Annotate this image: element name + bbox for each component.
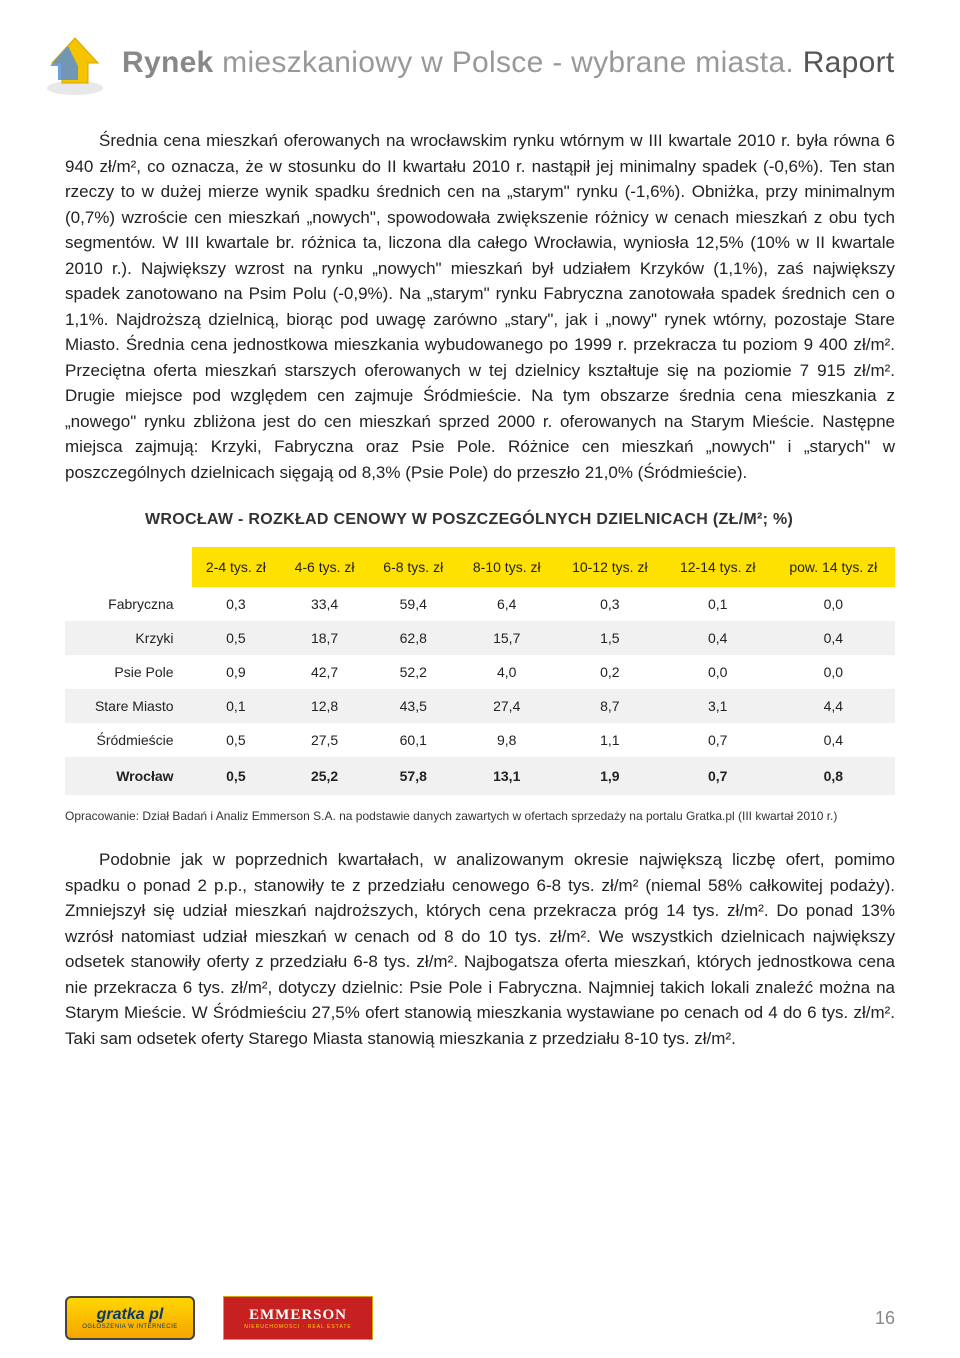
row-label: Psie Pole (65, 655, 192, 689)
row-cell: 0,0 (664, 655, 772, 689)
table-title: WROCŁAW - ROZKŁAD CENOWY W POSZCZEGÓLNYC… (145, 511, 895, 529)
row-cell: 1,1 (556, 723, 664, 757)
row-cell: 0,4 (772, 621, 895, 655)
row-cell: 1,5 (556, 621, 664, 655)
row-cell: 3,1 (664, 689, 772, 723)
total-cell: 1,9 (556, 757, 664, 795)
row-cell: 0,2 (556, 655, 664, 689)
total-label: Wrocław (65, 757, 192, 795)
table-row: Stare Miasto0,112,843,527,48,73,14,4 (65, 689, 895, 723)
row-label: Stare Miasto (65, 689, 192, 723)
row-cell: 0,0 (772, 655, 895, 689)
row-cell: 0,4 (772, 723, 895, 757)
row-cell: 4,0 (458, 655, 556, 689)
price-distribution-table: 2-4 tys. zł 4-6 tys. zł 6-8 tys. zł 8-10… (65, 547, 895, 795)
report-logo-icon (40, 28, 110, 98)
table-col-6: 12-14 tys. zł (664, 547, 772, 587)
row-cell: 60,1 (369, 723, 458, 757)
emmerson-tagline: NIERUCHOMOŚCI · REAL ESTATE (244, 1324, 351, 1330)
paragraph-1: Średnia cena mieszkań oferowanych na wro… (65, 128, 895, 485)
row-cell: 0,9 (192, 655, 281, 689)
row-cell: 6,4 (458, 587, 556, 621)
table-total-row: Wrocław 0,5 25,2 57,8 13,1 1,9 0,7 0,8 (65, 757, 895, 795)
page-content: Średnia cena mieszkań oferowanych na wro… (0, 98, 960, 1051)
row-label: Fabryczna (65, 587, 192, 621)
row-cell: 0,1 (192, 689, 281, 723)
emmerson-logo: EMMERSON NIERUCHOMOŚCI · REAL ESTATE (223, 1296, 373, 1340)
table-header-row: 2-4 tys. zł 4-6 tys. zł 6-8 tys. zł 8-10… (65, 547, 895, 587)
row-cell: 0,4 (664, 621, 772, 655)
total-cell: 0,7 (664, 757, 772, 795)
total-cell: 25,2 (280, 757, 369, 795)
table-col-0 (65, 547, 192, 587)
row-cell: 27,5 (280, 723, 369, 757)
page-header: Rynek mieszkaniowy w Polsce - wybrane mi… (0, 0, 960, 98)
total-cell: 0,5 (192, 757, 281, 795)
row-cell: 42,7 (280, 655, 369, 689)
table-caption: Opracowanie: Dział Badań i Analiz Emmers… (65, 809, 895, 823)
row-cell: 12,8 (280, 689, 369, 723)
row-cell: 0,5 (192, 723, 281, 757)
table-col-5: 10-12 tys. zł (556, 547, 664, 587)
row-cell: 15,7 (458, 621, 556, 655)
header-title: Rynek mieszkaniowy w Polsce - wybrane mi… (122, 46, 895, 80)
table-row: Krzyki0,518,762,815,71,50,40,4 (65, 621, 895, 655)
row-cell: 52,2 (369, 655, 458, 689)
total-cell: 13,1 (458, 757, 556, 795)
gratka-brand: gratka pl (97, 1306, 164, 1324)
row-cell: 59,4 (369, 587, 458, 621)
row-cell: 0,3 (192, 587, 281, 621)
row-cell: 4,4 (772, 689, 895, 723)
gratka-logo: gratka pl OGŁOSZENIA W INTERNECIE (65, 1296, 195, 1340)
title-bold: Rynek (122, 46, 214, 79)
row-cell: 0,1 (664, 587, 772, 621)
row-label: Śródmieście (65, 723, 192, 757)
table-col-2: 4-6 tys. zł (280, 547, 369, 587)
table-col-1: 2-4 tys. zł (192, 547, 281, 587)
row-cell: 8,7 (556, 689, 664, 723)
row-cell: 43,5 (369, 689, 458, 723)
total-cell: 57,8 (369, 757, 458, 795)
table-row: Fabryczna0,333,459,46,40,30,10,0 (65, 587, 895, 621)
table-col-4: 8-10 tys. zł (458, 547, 556, 587)
page-number: 16 (875, 1308, 895, 1329)
total-cell: 0,8 (772, 757, 895, 795)
page-footer: gratka pl OGŁOSZENIA W INTERNECIE EMMERS… (0, 1278, 960, 1358)
table-row: Śródmieście0,527,560,19,81,10,70,4 (65, 723, 895, 757)
table-col-3: 6-8 tys. zł (369, 547, 458, 587)
row-cell: 0,3 (556, 587, 664, 621)
row-cell: 0,5 (192, 621, 281, 655)
row-cell: 0,0 (772, 587, 895, 621)
table-row: Psie Pole0,942,752,24,00,20,00,0 (65, 655, 895, 689)
row-cell: 27,4 (458, 689, 556, 723)
row-cell: 18,7 (280, 621, 369, 655)
row-label: Krzyki (65, 621, 192, 655)
row-cell: 9,8 (458, 723, 556, 757)
gratka-tagline: OGŁOSZENIA W INTERNECIE (82, 1324, 178, 1330)
row-cell: 62,8 (369, 621, 458, 655)
title-light: mieszkaniowy w Polsce - wybrane miasta. (214, 46, 803, 79)
row-cell: 33,4 (280, 587, 369, 621)
paragraph-2: Podobnie jak w poprzednich kwartałach, w… (65, 847, 895, 1051)
emmerson-brand: EMMERSON (249, 1307, 347, 1324)
table-col-7: pow. 14 tys. zł (772, 547, 895, 587)
title-end: Raport (803, 46, 895, 79)
row-cell: 0,7 (664, 723, 772, 757)
